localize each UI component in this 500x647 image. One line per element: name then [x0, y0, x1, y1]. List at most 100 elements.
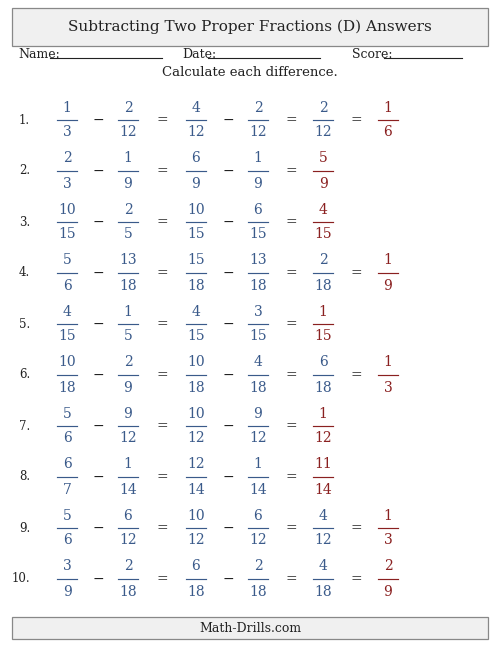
- Text: 18: 18: [187, 278, 205, 292]
- Text: 1: 1: [318, 305, 328, 318]
- Text: −: −: [92, 266, 104, 280]
- Text: 1: 1: [254, 151, 262, 166]
- Text: 6: 6: [62, 534, 72, 547]
- Text: 1: 1: [384, 509, 392, 523]
- Text: 12: 12: [187, 126, 205, 140]
- Text: 6.: 6.: [19, 369, 30, 382]
- Text: 18: 18: [58, 380, 76, 395]
- Text: 10: 10: [187, 509, 205, 523]
- Text: 3.: 3.: [19, 215, 30, 228]
- Text: −: −: [222, 368, 234, 382]
- Text: 9: 9: [124, 406, 132, 421]
- Text: 15: 15: [187, 329, 205, 344]
- Text: 5: 5: [124, 329, 132, 344]
- Text: =: =: [156, 317, 168, 331]
- Text: Date:: Date:: [182, 49, 216, 61]
- Text: =: =: [156, 164, 168, 178]
- Text: −: −: [222, 521, 234, 535]
- Text: 12: 12: [187, 432, 205, 446]
- Text: −: −: [92, 164, 104, 178]
- Text: 5: 5: [62, 509, 72, 523]
- Text: 2: 2: [254, 560, 262, 573]
- Text: 4: 4: [318, 509, 328, 523]
- Text: 12: 12: [119, 534, 137, 547]
- Text: 3: 3: [62, 560, 72, 573]
- Text: =: =: [156, 266, 168, 280]
- Text: 3: 3: [384, 534, 392, 547]
- Text: =: =: [285, 113, 297, 127]
- Text: 15: 15: [58, 228, 76, 241]
- Text: =: =: [156, 521, 168, 535]
- Text: 12: 12: [249, 126, 267, 140]
- Text: 10: 10: [187, 203, 205, 217]
- Text: =: =: [156, 419, 168, 433]
- Text: 2: 2: [318, 100, 328, 115]
- Text: 15: 15: [249, 329, 267, 344]
- Text: −: −: [92, 215, 104, 229]
- Text: =: =: [156, 368, 168, 382]
- Text: 6: 6: [124, 509, 132, 523]
- Text: 2: 2: [124, 355, 132, 369]
- Text: −: −: [92, 113, 104, 127]
- Text: 12: 12: [249, 432, 267, 446]
- Text: 3: 3: [384, 380, 392, 395]
- Text: 5: 5: [318, 151, 328, 166]
- Text: =: =: [350, 368, 362, 382]
- Text: −: −: [92, 317, 104, 331]
- Text: 10.: 10.: [12, 573, 30, 586]
- Text: 10: 10: [58, 355, 76, 369]
- Text: Subtracting Two Proper Fractions (D) Answers: Subtracting Two Proper Fractions (D) Ans…: [68, 20, 432, 34]
- Text: 6: 6: [192, 151, 200, 166]
- Text: 2: 2: [254, 100, 262, 115]
- Text: 1: 1: [318, 406, 328, 421]
- Text: 1: 1: [124, 457, 132, 472]
- Text: 2: 2: [124, 100, 132, 115]
- Text: 2: 2: [318, 254, 328, 267]
- Text: 5: 5: [62, 406, 72, 421]
- Text: 10: 10: [187, 406, 205, 421]
- Text: 12: 12: [187, 457, 205, 472]
- Text: 9: 9: [254, 406, 262, 421]
- Text: 10: 10: [187, 355, 205, 369]
- Text: =: =: [285, 266, 297, 280]
- Text: −: −: [92, 521, 104, 535]
- Text: 4: 4: [318, 560, 328, 573]
- Text: −: −: [222, 215, 234, 229]
- Text: 9: 9: [124, 177, 132, 190]
- Text: 1.: 1.: [19, 113, 30, 127]
- Text: =: =: [350, 113, 362, 127]
- Text: 18: 18: [314, 584, 332, 598]
- Text: =: =: [156, 572, 168, 586]
- Text: =: =: [350, 266, 362, 280]
- Text: 4: 4: [318, 203, 328, 217]
- Text: −: −: [92, 368, 104, 382]
- Text: 14: 14: [314, 483, 332, 496]
- Text: 15: 15: [187, 228, 205, 241]
- Text: 4: 4: [62, 305, 72, 318]
- FancyBboxPatch shape: [12, 617, 488, 639]
- Text: 6: 6: [254, 509, 262, 523]
- Text: Name:: Name:: [18, 49, 60, 61]
- Text: 12: 12: [314, 432, 332, 446]
- Text: 6: 6: [318, 355, 328, 369]
- Text: 18: 18: [119, 278, 137, 292]
- Text: 4: 4: [254, 355, 262, 369]
- Text: −: −: [222, 470, 234, 484]
- Text: =: =: [285, 164, 297, 178]
- Text: 3: 3: [62, 177, 72, 190]
- Text: −: −: [222, 572, 234, 586]
- Text: 18: 18: [314, 380, 332, 395]
- Text: 5: 5: [62, 254, 72, 267]
- Text: 9: 9: [384, 584, 392, 598]
- Text: =: =: [285, 470, 297, 484]
- Text: 7.: 7.: [19, 419, 30, 432]
- Text: 3: 3: [62, 126, 72, 140]
- Text: 14: 14: [119, 483, 137, 496]
- Text: 9: 9: [254, 177, 262, 190]
- Text: 18: 18: [314, 278, 332, 292]
- Text: −: −: [222, 113, 234, 127]
- Text: 1: 1: [384, 100, 392, 115]
- Text: 18: 18: [249, 278, 267, 292]
- Text: 15: 15: [187, 254, 205, 267]
- Text: 12: 12: [119, 126, 137, 140]
